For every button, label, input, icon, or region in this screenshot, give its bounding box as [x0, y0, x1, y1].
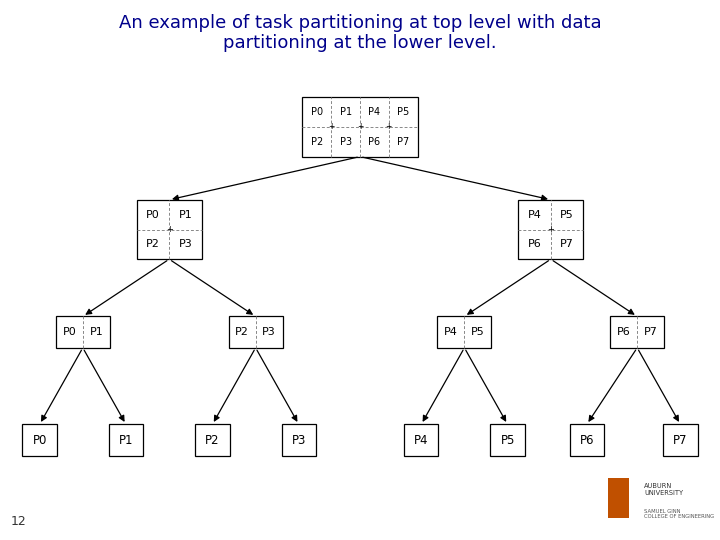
Bar [518, 200, 583, 259]
Text: P7: P7 [673, 434, 688, 447]
Text: P7: P7 [560, 239, 574, 249]
Text: +: + [328, 123, 334, 131]
Text: P4: P4 [369, 107, 380, 117]
Text: +: + [386, 123, 392, 131]
Text: SAMUEL GINN
COLLEGE OF ENGINEERING: SAMUEL GINN COLLEGE OF ENGINEERING [644, 509, 714, 519]
Text: P6: P6 [617, 327, 631, 337]
Text: P1: P1 [119, 434, 133, 447]
Bar [611, 316, 665, 348]
Bar [570, 424, 604, 456]
Text: P2: P2 [146, 239, 160, 249]
Bar [282, 424, 316, 456]
Text: P4: P4 [414, 434, 428, 447]
Text: P1: P1 [89, 327, 103, 337]
Text: P0: P0 [63, 327, 76, 337]
Text: +: + [547, 225, 554, 234]
Bar [438, 316, 491, 348]
Text: +: + [166, 225, 173, 234]
Text: P4: P4 [444, 327, 458, 337]
Text: P0: P0 [311, 107, 323, 117]
Text: P0: P0 [146, 210, 160, 220]
Bar [663, 424, 698, 456]
Text: P2: P2 [310, 137, 323, 147]
Text: P2: P2 [235, 327, 249, 337]
Text: P2: P2 [205, 434, 220, 447]
Bar [608, 478, 629, 518]
Bar [229, 316, 283, 348]
Text: 12: 12 [11, 515, 27, 528]
Text: P5: P5 [560, 210, 574, 220]
Text: P1: P1 [340, 107, 351, 117]
Text: P3: P3 [262, 327, 276, 337]
Text: P6: P6 [369, 137, 380, 147]
Bar [56, 316, 110, 348]
Text: P3: P3 [340, 137, 351, 147]
Text: P0: P0 [32, 434, 47, 447]
Text: P3: P3 [292, 434, 306, 447]
Bar [195, 424, 230, 456]
Text: P7: P7 [644, 327, 657, 337]
Bar [22, 424, 57, 456]
Bar [137, 200, 202, 259]
Text: P3: P3 [179, 239, 192, 249]
Text: P4: P4 [528, 210, 541, 220]
Text: AUBURN
UNIVERSITY: AUBURN UNIVERSITY [644, 483, 683, 496]
Bar [302, 97, 418, 157]
Bar [404, 424, 438, 456]
Bar [490, 424, 525, 456]
Text: P5: P5 [397, 107, 410, 117]
Text: P5: P5 [471, 327, 485, 337]
Text: P1: P1 [179, 210, 192, 220]
Bar [109, 424, 143, 456]
Text: P7: P7 [397, 137, 410, 147]
Text: P6: P6 [528, 239, 541, 249]
Text: P5: P5 [500, 434, 515, 447]
Text: P6: P6 [580, 434, 594, 447]
Text: +: + [357, 123, 363, 131]
Text: An example of task partitioning at top level with data
partitioning at the lower: An example of task partitioning at top l… [119, 14, 601, 52]
